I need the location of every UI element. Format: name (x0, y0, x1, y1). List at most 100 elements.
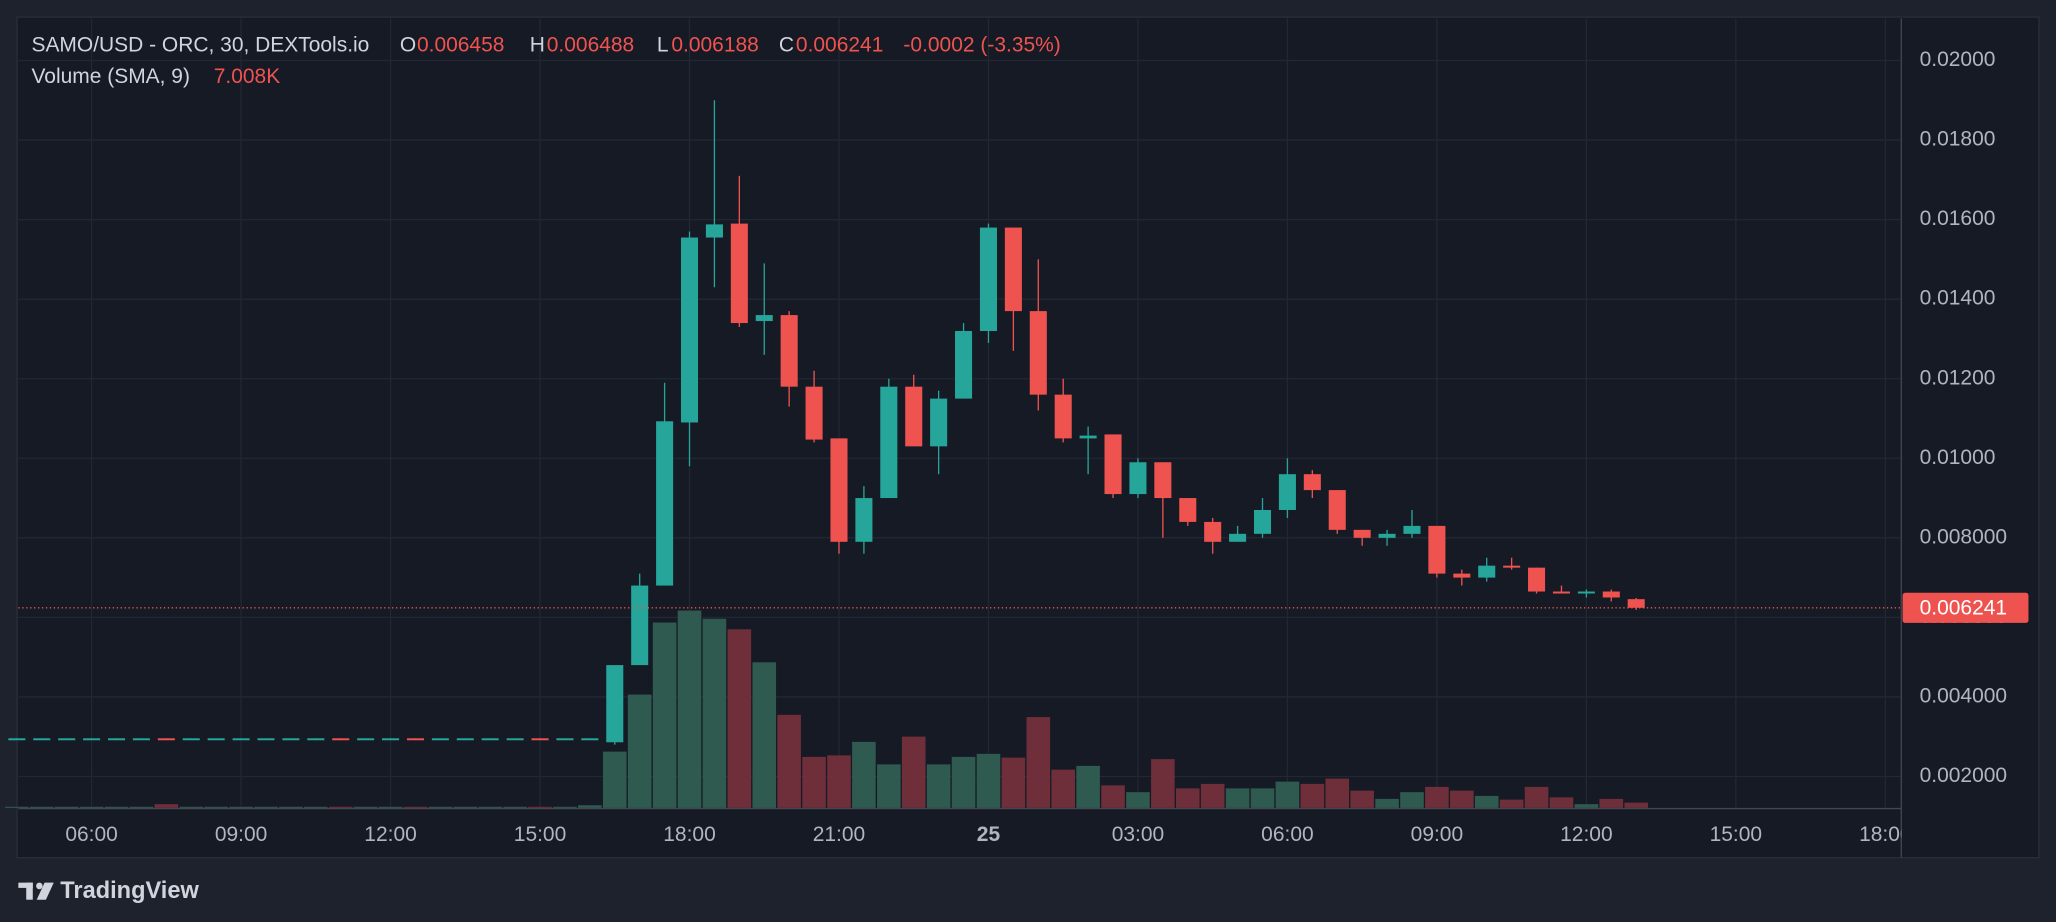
volume-bar (1200, 783, 1225, 808)
volume-bar (652, 622, 677, 808)
candle-body (780, 315, 798, 387)
open-label: O (400, 33, 416, 56)
x-tick-label: 06:00 (65, 823, 117, 846)
candle-body (1503, 565, 1521, 568)
volume-bar (54, 806, 79, 808)
y-tick-label: 0.002000 (1920, 764, 2007, 787)
candle-body (1328, 490, 1346, 530)
y-tick-label: 0.004000 (1920, 684, 2007, 707)
volume-bar (328, 806, 353, 808)
candle-body (207, 738, 225, 741)
close-value: 0.006241 (796, 33, 883, 56)
logo-part (26, 882, 33, 900)
x-ticks: 06:00 09:00 12:00 15:00 18:00 21:00 25 03:00 06:… (65, 823, 1901, 846)
volume-bar (1375, 798, 1399, 808)
volume-bar (802, 756, 826, 808)
volume-bar (179, 806, 204, 808)
candle-body (556, 738, 574, 741)
candle-body (606, 665, 624, 743)
y-tick-label: 0.01800 (1920, 128, 1996, 151)
candle-body (1104, 434, 1122, 495)
x-tick-label: 18:00 (663, 823, 715, 846)
candle-body (1278, 474, 1296, 510)
volume-bar (1026, 717, 1051, 808)
candle-body (232, 738, 250, 741)
candle-body (8, 738, 26, 741)
volume-bar (1051, 769, 1076, 808)
x-tick-label: 09:00 (1411, 823, 1463, 846)
candle-body (1627, 599, 1645, 608)
high-value: 0.006488 (547, 33, 634, 56)
volume-bar (129, 806, 154, 808)
candle-body (930, 398, 948, 447)
candle-body (1004, 227, 1022, 312)
volume-bar (677, 610, 702, 808)
volume-bar (1549, 797, 1574, 808)
candle-body (33, 738, 51, 741)
volume-bar (877, 764, 901, 808)
candle-body (357, 738, 375, 741)
volume-bar (901, 736, 926, 808)
candle-body (1253, 509, 1272, 534)
candle-body (1577, 591, 1595, 594)
candle-body (1478, 565, 1496, 578)
y-tick-label: 0.02000 (1920, 48, 1996, 71)
volume-bar (1350, 790, 1374, 808)
candle-body (680, 237, 699, 423)
volume-bar (951, 756, 976, 808)
volume-bar (453, 806, 478, 808)
candle-body (332, 738, 350, 741)
candle-body (805, 386, 823, 440)
candle-body (1204, 521, 1222, 542)
volume-bar (29, 806, 54, 808)
candle-body (1129, 462, 1147, 495)
volume-bar (1275, 781, 1300, 808)
candle-body (282, 738, 300, 741)
candle-body (1353, 529, 1371, 538)
candle-body (1154, 462, 1172, 499)
volume-bar (1425, 786, 1449, 808)
x-tick-label: 25 (977, 823, 1001, 846)
candle-body (83, 738, 101, 741)
candle-body (456, 738, 474, 741)
candle-body (157, 738, 175, 741)
change-value: -0.0002 (-3.35%) (903, 33, 1060, 56)
logo-part (18, 882, 33, 888)
axes: 0.0020000.0040000.0060000.0080000.010000… (65, 48, 2029, 846)
low-value: 0.006188 (671, 33, 758, 56)
volume-bar (727, 629, 752, 808)
volume-bar (1300, 783, 1325, 808)
volume-bar (1101, 785, 1125, 808)
volume-label: Volume (SMA, 9) (31, 65, 189, 88)
x-tick-label: 03:00 (1112, 823, 1164, 846)
x-tick-label: 12:00 (1560, 823, 1612, 846)
volume-bar (1250, 788, 1275, 808)
volume-bar (154, 804, 179, 808)
volume-bar (378, 806, 403, 808)
logo-part (36, 882, 54, 900)
volume-bar (1499, 799, 1524, 808)
volume-bar (104, 806, 129, 808)
volume-bar (602, 751, 627, 808)
volume-bar (702, 618, 727, 808)
branding: TradingView (60, 878, 199, 904)
candle-body (1403, 525, 1421, 534)
volume-bar (403, 806, 428, 808)
x-tick-label: 09:00 (215, 823, 267, 846)
volume-bar (852, 741, 876, 808)
candle-body (1079, 435, 1097, 439)
y-tick-label: 0.01000 (1920, 446, 1996, 469)
logo-part (36, 882, 43, 890)
candle-body (1528, 567, 1546, 592)
candle-body (1303, 474, 1321, 491)
candle-body (955, 330, 973, 399)
volume-bar (1175, 788, 1200, 808)
candle-body (257, 738, 275, 741)
volume-bar (528, 806, 552, 808)
volume-bar (204, 806, 228, 808)
volume-bar (229, 806, 253, 808)
volume-layer (5, 610, 1649, 808)
volume-bar (254, 806, 278, 808)
x-tick-label: 21:00 (813, 823, 865, 846)
